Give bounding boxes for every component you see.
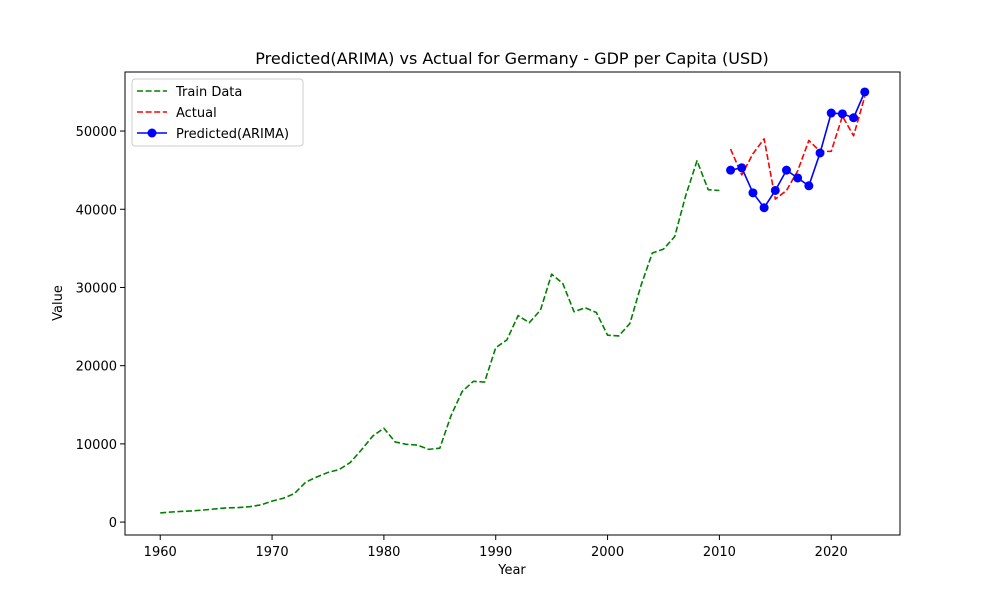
x-tick-label: 2010	[703, 545, 736, 560]
series-line-actual	[729, 96, 866, 200]
x-tick-label: 1980	[367, 545, 400, 560]
series-layer	[160, 87, 870, 514]
x-tick-label: 2020	[815, 545, 848, 560]
x-tick-label: 1990	[479, 545, 512, 560]
data-point-predicted-arima	[860, 87, 870, 97]
data-point-predicted-arima	[849, 113, 859, 123]
y-tick-label: 0	[109, 516, 117, 531]
y-axis-label: Value	[51, 285, 66, 321]
legend: Train Data Actual Predicted(ARIMA)	[131, 78, 304, 147]
x-tick-label: 1970	[256, 545, 289, 560]
legend-box	[131, 78, 304, 147]
y-tick-label: 20000	[76, 360, 117, 375]
data-point-predicted-arima	[815, 148, 825, 158]
y-tick-label: 30000	[76, 281, 117, 296]
data-point-predicted-arima	[804, 181, 814, 191]
data-point-predicted-arima	[770, 185, 780, 195]
data-point-predicted-arima	[781, 165, 791, 175]
x-axis-label: Year	[497, 563, 526, 578]
data-point-predicted-arima	[748, 188, 758, 198]
chart-title: Predicted(ARIMA) vs Actual for Germany -…	[255, 49, 768, 68]
x-tick-label: 2000	[591, 545, 624, 560]
y-tick-label: 40000	[76, 203, 117, 218]
y-axis: 0 10000 20000 30000 40000 50000	[76, 125, 125, 531]
plot-area	[124, 71, 901, 536]
data-point-predicted-arima	[837, 109, 847, 119]
y-tick-label: 10000	[76, 438, 117, 453]
legend-label-train-data: Train Data	[175, 85, 242, 100]
data-point-predicted-arima	[737, 163, 747, 173]
axes-frame	[124, 71, 901, 536]
y-tick-label: 50000	[76, 125, 117, 140]
legend-marker-predicted-arima	[147, 128, 157, 138]
data-point-predicted-arima	[793, 173, 803, 183]
series-line-train-data	[160, 159, 720, 514]
x-tick-label: 1960	[144, 545, 177, 560]
data-point-predicted-arima	[759, 203, 769, 213]
legend-items: Train Data Actual Predicted(ARIMA)	[137, 85, 289, 142]
legend-label-predicted-arima: Predicted(ARIMA)	[176, 127, 289, 142]
legend-label-actual: Actual	[176, 106, 217, 121]
x-axis: 1960 1970 1980 1990 2000 2010 2020	[144, 535, 848, 560]
data-point-predicted-arima	[726, 165, 736, 175]
data-point-predicted-arima	[826, 108, 836, 118]
